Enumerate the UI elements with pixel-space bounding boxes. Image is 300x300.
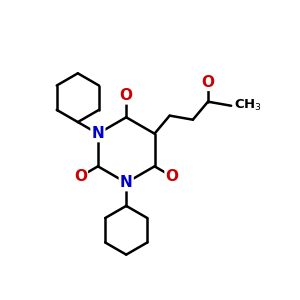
Text: CH$_3$: CH$_3$ (233, 98, 262, 113)
Text: O: O (120, 88, 133, 104)
Text: O: O (74, 169, 87, 184)
Text: O: O (166, 169, 178, 184)
Text: N: N (120, 175, 133, 190)
Text: O: O (202, 75, 214, 90)
Text: N: N (92, 126, 104, 141)
